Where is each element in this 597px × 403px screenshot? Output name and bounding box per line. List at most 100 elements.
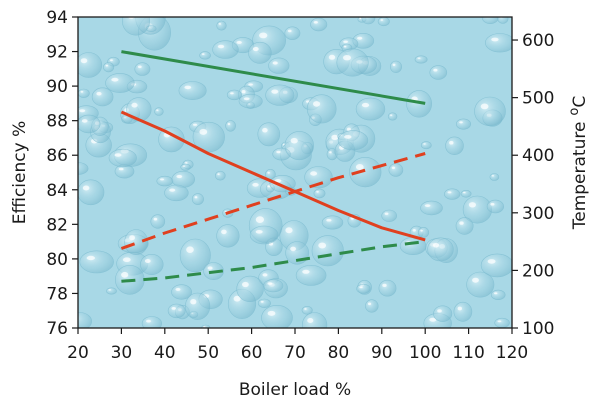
water-droplet-highlight [218, 23, 221, 25]
water-droplet-highlight [326, 218, 332, 222]
water-droplet [474, 96, 506, 127]
water-droplet-highlight [153, 217, 158, 221]
water-droplet-highlight [267, 282, 273, 285]
water-droplet [295, 264, 327, 286]
water-droplet [141, 316, 162, 328]
water-droplet [215, 170, 226, 181]
water-droplet-highlight [144, 259, 151, 263]
water-droplet [156, 175, 174, 187]
water-droplet [378, 279, 397, 297]
water-droplet-highlight [304, 308, 307, 310]
water-droplet-highlight [361, 102, 370, 108]
water-droplet [248, 41, 272, 64]
water-droplet [427, 237, 454, 262]
water-droplet-highlight [129, 235, 136, 241]
water-droplet-highlight [175, 287, 181, 291]
water-droplet [185, 292, 211, 320]
water-droplet-highlight [367, 302, 372, 306]
water-droplet-highlight [252, 46, 259, 52]
water-droplet-highlight [255, 216, 264, 224]
x-tick-label: 20 [67, 343, 89, 363]
right-y-tick-label: 600 [522, 31, 554, 51]
water-droplet-highlight [248, 83, 253, 86]
water-droplet-highlight [384, 212, 389, 215]
water-droplet-highlight [271, 89, 279, 94]
water-droplet-highlight [156, 109, 159, 111]
left-y-tick-label: 86 [46, 146, 68, 166]
water-droplet [178, 81, 207, 101]
water-droplet-highlight [457, 306, 462, 311]
water-droplet-highlight [459, 121, 463, 124]
water-droplet [336, 48, 369, 77]
water-droplet [103, 62, 115, 73]
water-droplet [106, 287, 117, 295]
water-droplet [126, 97, 152, 122]
water-droplet-highlight [118, 167, 124, 171]
right-y-axis: 100 200 300 400 500 600 [512, 31, 554, 339]
water-droplet-highlight [272, 61, 278, 65]
water-droplet [225, 120, 236, 132]
water-droplet-highlight [142, 9, 149, 16]
left-y-tick-label: 92 [46, 43, 68, 63]
x-tick-label: 60 [241, 343, 263, 363]
water-droplet-highlight [380, 19, 384, 21]
water-droplet-highlight [230, 92, 234, 95]
left-y-tick-label: 88 [46, 112, 68, 132]
water-droplet [377, 17, 390, 27]
right-y-tick-label: 300 [522, 204, 554, 224]
water-droplet-highlight [490, 202, 495, 206]
water-droplet [122, 17, 150, 36]
water-droplet-highlight [429, 317, 437, 322]
water-droplet-highlight [146, 319, 151, 323]
water-droplet [417, 226, 430, 238]
water-droplet-highlight [313, 21, 318, 24]
water-droplet [261, 305, 293, 328]
water-droplet-highlight [186, 246, 194, 253]
water-droplet-highlight [176, 174, 183, 179]
water-droplet-highlight [184, 162, 188, 164]
water-droplet [150, 214, 166, 229]
water-droplet-highlight [318, 242, 327, 249]
water-droplet [311, 235, 344, 267]
water-droplet [453, 301, 473, 322]
water-droplet [78, 52, 103, 78]
water-droplet [455, 118, 471, 130]
water-droplet [306, 94, 337, 124]
water-droplet [388, 163, 404, 177]
water-droplet-highlight [391, 166, 396, 170]
water-droplet-highlight [285, 227, 293, 234]
water-droplet-highlight [203, 326, 206, 328]
water-droplet [337, 130, 369, 151]
water-droplet-highlight [449, 140, 454, 145]
water-droplet [212, 40, 239, 59]
left-y-axis: 76 78 80 82 84 86 88 90 92 94 [46, 8, 78, 339]
right-y-tick-label: 200 [522, 261, 554, 281]
water-droplet-highlight [227, 122, 231, 126]
series-line-1 [121, 50, 426, 105]
water-droplet [124, 229, 149, 256]
water-droplet-highlight [447, 191, 452, 194]
water-droplet-highlight [392, 63, 396, 66]
water-droplet [494, 317, 510, 328]
water-droplet-highlight [472, 277, 479, 283]
water-droplet-highlight [491, 37, 499, 42]
water-droplet [236, 275, 264, 303]
water-droplet-highlight [184, 85, 192, 90]
water-droplet [78, 114, 101, 134]
water-droplet-highlight [201, 53, 205, 55]
water-droplet [257, 122, 281, 147]
left-y-tick-label: 94 [46, 8, 68, 28]
series-line-3 [120, 152, 426, 250]
water-droplet-highlight [491, 175, 494, 177]
water-droplet-highlight [86, 255, 96, 261]
water-droplet-highlight [137, 65, 142, 69]
left-y-axis-title: Efficiency % [10, 121, 30, 224]
x-tick-label: 110 [452, 343, 484, 363]
water-droplet-highlight [343, 40, 348, 43]
water-droplet-highlight [262, 127, 268, 133]
water-droplet [420, 141, 432, 150]
water-droplet [238, 93, 263, 109]
water-droplet-highlight [412, 229, 416, 232]
water-droplet [78, 312, 92, 328]
water-droplet [313, 188, 326, 199]
